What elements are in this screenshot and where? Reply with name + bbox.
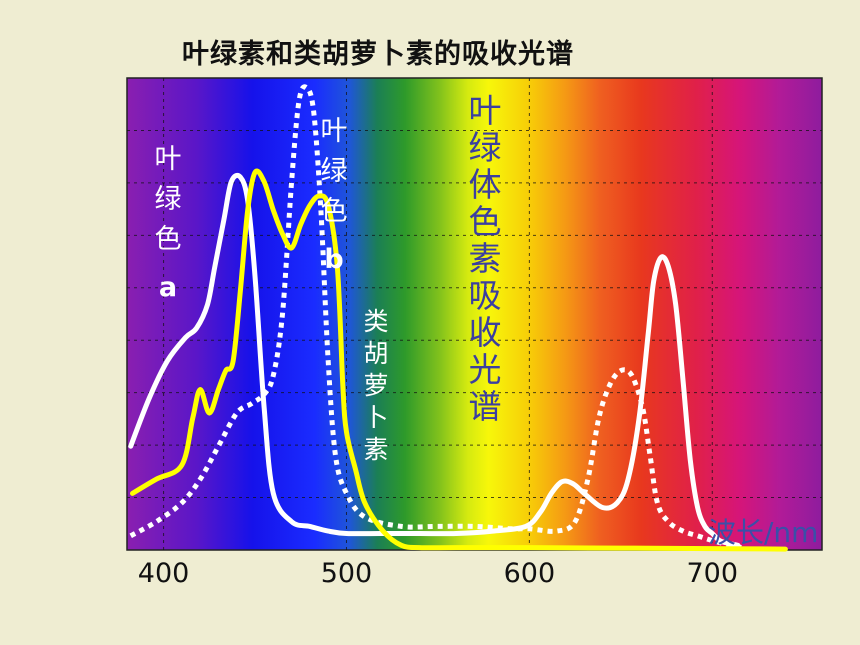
chart-title: 叶绿素和类胡萝卜素的吸收光谱 — [182, 39, 574, 70]
label-chlorophyll-a-sub: a — [159, 272, 177, 303]
label-chlorophyll-b-sub: b — [324, 244, 343, 275]
label-chlorophyll-b-char: 绿 — [321, 156, 348, 187]
label-spectrum-char: 色 — [469, 202, 502, 241]
label-carotenoid-char: 胡 — [363, 339, 388, 368]
label-carotenoid-char: 萝 — [363, 371, 388, 400]
label-spectrum-char: 绿 — [469, 128, 502, 167]
series-line-0 — [128, 172, 741, 548]
label-spectrum-char: 叶 — [469, 91, 502, 130]
label-spectrum-char: 谱 — [469, 387, 502, 426]
x-tick-label: 600 — [504, 558, 556, 589]
label-carotenoid-char: 素 — [363, 435, 388, 464]
label-chlorophyll-b-char: 叶 — [321, 116, 348, 147]
x-tick-label: 700 — [686, 558, 738, 589]
label-chlorophyll-a-char: 叶 — [155, 144, 182, 175]
label-chlorophyll-b-char: 色 — [321, 196, 348, 227]
x-axis-label: 波长/nm — [708, 516, 818, 549]
label-spectrum-char: 体 — [469, 165, 502, 204]
plot-area — [126, 77, 823, 551]
label-chlorophyll-a-char: 色 — [155, 224, 182, 255]
grid-lines — [127, 78, 822, 550]
label-carotenoid: 类胡萝卜素 — [363, 307, 388, 464]
label-carotenoid-char: 类 — [363, 307, 388, 336]
label-carotenoid-char: 卜 — [363, 403, 388, 432]
series-layer — [128, 84, 788, 552]
label-chlorophyll-a-char: 绿 — [155, 184, 182, 215]
series-line-2 — [130, 168, 788, 552]
label-spectrum-char: 吸 — [469, 276, 502, 315]
x-tick-label: 500 — [321, 558, 373, 589]
label-spectrum-char: 收 — [469, 313, 502, 352]
x-tick-label: 400 — [138, 558, 190, 589]
label-spectrum-char: 素 — [469, 239, 502, 278]
label-spectrum-char: 光 — [469, 350, 502, 389]
x-tick-labels: 400 500 600 700 — [138, 558, 738, 589]
